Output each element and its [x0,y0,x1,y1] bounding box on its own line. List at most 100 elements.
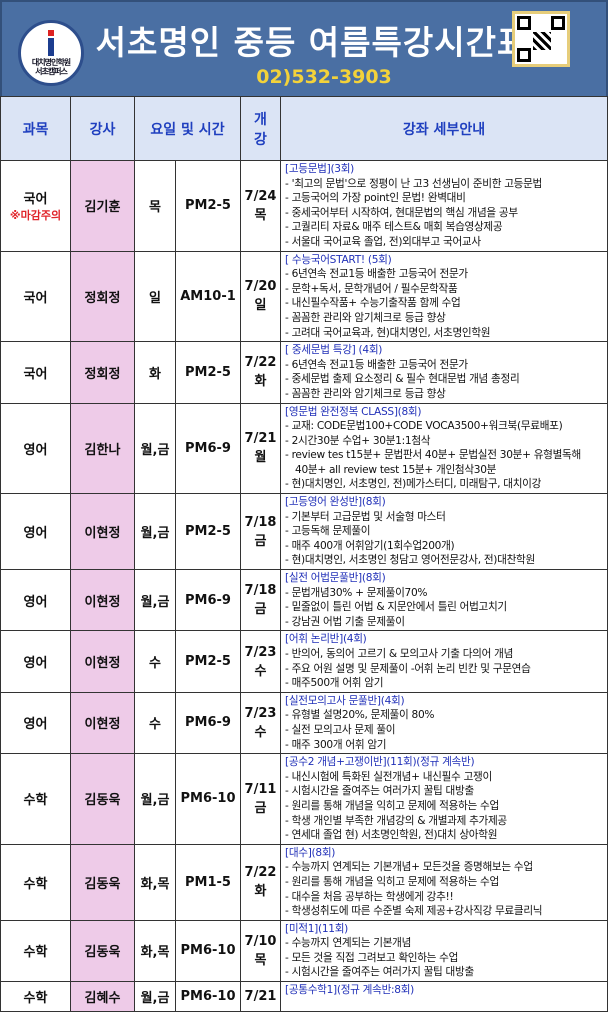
course-details: [ 수능국어START! (5회) - 6년연속 전교1등 배출한 고등국어 전문… [280,250,608,343]
start-date-cell: 7/20 일 [240,250,281,343]
subject-cell: 수학 [0,981,71,1012]
course-title: [대수](8회) [285,846,336,859]
course-details: [실전 어법문풀반](8회) - 문법개념30% + 문제풀이70% - 밑줄없이 … [280,569,608,632]
course-title: [실전 어법문풀반](8회) [285,572,386,585]
table-row: 영어 김한나 월,금 PM6-9 7/21 월 [영문법 완전정복 CLASS](8회) - … [0,402,608,495]
table-row: 수학 김동욱 월,금 PM6-10 7/11 금 [공수2 개념+고쟁이반](11회)(정규… [0,753,608,845]
table-row: 영어 이현정 수 PM6-9 7/23 수 [실전모의고사 문풀반](4회) - 유형별 설명… [0,691,608,755]
phone-number: 02)532-3903 [256,66,392,88]
col-header-teacher: 강사 [70,96,135,161]
table-row: 수학 김동욱 화,목 PM1-5 7/22 화 [대수](8회) - 수능까지 연계되는 기본… [0,843,608,921]
teacher-cell: 김동욱 [70,753,135,845]
start-weekday: 월 [254,450,267,466]
teacher-cell: 정회정 [70,250,135,343]
subject-cell: 수학 [0,919,71,983]
course-detail-line: - 수능까지 연계되는 기본개념 [285,937,412,950]
teacher-cell: 정회정 [70,341,135,404]
course-details: [공수2 개념+고쟁이반](11회)(정규 계속반) - 내신시험에 특화된 실전… [280,753,608,845]
course-detail-line: - 연세대 졸업 현) 서초명인학원, 전)대치 상아학원 [285,829,498,842]
start-date-cell: 7/23 수 [240,691,281,755]
course-detail-line: - 2시간30분 수업+ 30분1:1첨삭 [285,434,431,447]
course-details: [실전모의고사 문풀반](4회) - 유형별 설명20%, 문제풀이 80% - 실… [280,691,608,755]
course-detail-line: - 문법개념30% + 문제풀이70% [285,586,428,599]
course-detail-line: - 문학+독서, 문학개념어 / 필수문학작품 [285,282,458,295]
course-details: [공통수학1](정규 계속반:8회) [280,981,608,1012]
start-date: 7/22 [244,865,277,881]
col-header-subject: 과목 [0,96,71,161]
start-date: 7/24 [244,188,277,204]
start-date: 7/22 [244,355,277,371]
start-date-cell: 7/21 월 [240,402,281,495]
time-cell: PM2-5 [175,160,241,252]
course-details: [고등영어 완성반](8회) - 기본부터 고급문법 및 서술형 마스터 - 고등독… [280,493,608,571]
day-cell: 화,목 [134,919,176,983]
start-date: 7/23 [244,705,277,721]
course-detail-line: - 강남권 어법 기출 문제풀이 [285,615,405,628]
course-detail-line: 40분+ all review test 15분+ 개인첨삭30분 [295,463,497,476]
course-details: [대수](8회) - 수능까지 연계되는 기본개념+ 모든것을 증명해보는 수업 -… [280,843,608,921]
subject-label: 수학 [23,945,48,961]
start-date: 7/11 [244,781,277,797]
course-detail-line: - 중세국어부터 시작하여, 현대문법의 핵심 개념을 공부 [285,206,518,219]
table-row: 수학 김혜수 월,금 PM6-10 7/21 [공통수학1](정규 계속반:8회) [0,981,608,1012]
teacher-cell: 이현정 [70,630,135,693]
teacher-cell: 김혜수 [70,981,135,1012]
course-detail-line: - 6년연속 전교1등 배출한 고등국어 전문가 [285,358,468,371]
subject-label: 국어 [23,366,48,382]
table-row: 영어 이현정 월,금 PM6-9 7/18 금 [실전 어법문풀반](8회) - 문법개념30… [0,569,608,632]
start-weekday: 일 [254,298,267,314]
qr-code-icon[interactable] [512,11,570,67]
start-date-cell: 7/23 수 [240,630,281,693]
start-date: 7/23 [244,644,277,660]
time-cell: PM6-9 [175,691,241,755]
course-detail-line: - 고등독해 문제풀이 [285,525,371,538]
course-detail-line: - 고려대 국어교육과, 현)대치명인, 서초명인학원 [285,326,491,339]
time-cell: PM2-5 [175,341,241,404]
day-cell: 월,금 [134,981,176,1012]
time-cell: PM6-9 [175,402,241,495]
logo-text-1: 대치명인학원 [31,58,71,67]
start-date-cell: 7/11 금 [240,753,281,845]
start-date-cell: 7/10 목 [240,919,281,983]
day-cell: 월,금 [134,402,176,495]
course-details: [ 중세문법 특강] (4회) - 6년연속 전교1등 배출한 고등국어 전문가 -… [280,341,608,404]
subject-label: 국어 [23,192,48,208]
table-row: 국어 ※마감주의 김기훈 목 PM2-5 7/24 목 [고등문법](3회) - '최고의 문법… [0,160,608,252]
subject-cell: 수학 [0,843,71,921]
course-title: [ 수능국어START! (5회) [285,253,392,266]
subject-label: 수학 [23,991,48,1007]
course-details: [어휘 논리반](4회) - 반의어, 동의어 고르기 & 모의고사 기출 다의어… [280,630,608,693]
start-weekday: 수 [254,663,267,679]
start-weekday: 화 [254,884,267,900]
course-title: [미적1](11회) [285,922,348,935]
course-detail-line: - 현)대치명인, 서초명인, 전)메가스터디, 미래탐구, 대치이강 [285,478,542,491]
course-detail-line: - 매주 300개 어휘 암기 [285,738,387,751]
course-title: [ 중세문법 특강] (4회) [285,344,383,357]
course-detail-line: - 실전 모의고사 문제 풀이 [285,723,396,736]
course-detail-line: - 원리를 통해 개념을 익히고 문제에 적용하는 수업 [285,799,499,812]
day-cell: 수 [134,691,176,755]
start-weekday: 금 [254,533,267,549]
table-row: 영어 이현정 수 PM2-5 7/23 수 [어휘 논리반](4회) - 반의어, 동의어 고… [0,630,608,693]
page-title: 서초명인 중등 여름특강시간표 [95,23,529,62]
course-title: [고등영어 완성반](8회) [285,496,386,509]
teacher-cell: 이현정 [70,691,135,755]
course-detail-line: - 6년연속 전교1등 배출한 고등국어 전문가 [285,268,468,281]
col-header-start-1: 개 [254,111,267,128]
course-detail-line: - 수능까지 연계되는 기본개념+ 모든것을 증명해보는 수업 [285,861,533,874]
time-cell: PM6-9 [175,569,241,632]
course-details: [미적1](11회) - 수능까지 연계되는 기본개념 - 모든 것을 직접 그려보… [280,919,608,983]
start-date: 7/21 [244,431,277,447]
logo-mark-icon [40,30,62,56]
time-cell: AM10-1 [175,250,241,343]
course-detail-line: - 원리를 통해 개념을 익히고 문제에 적용하는 수업 [285,875,499,888]
start-date-cell: 7/24 목 [240,160,281,252]
day-cell: 화,목 [134,843,176,921]
start-date: 7/20 [244,279,277,295]
subject-label: 수학 [23,793,48,809]
course-title: [영문법 완전정복 CLASS](8회) [285,405,422,418]
teacher-cell: 이현정 [70,493,135,571]
academy-logo: 대치명인학원 서초캠퍼스 [18,20,84,86]
day-cell: 월,금 [134,493,176,571]
